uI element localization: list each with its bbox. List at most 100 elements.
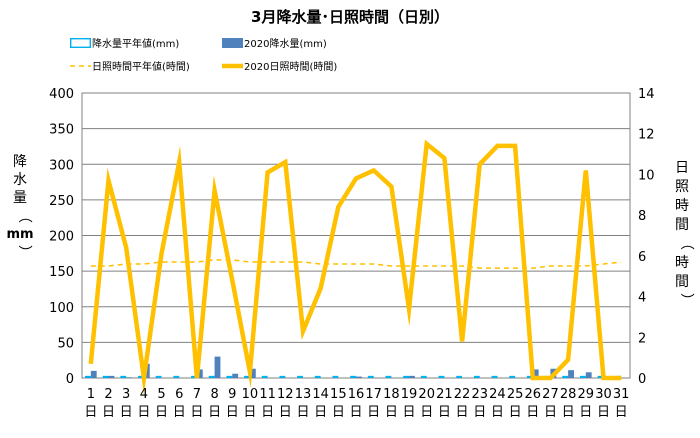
axis-title-char: 間: [675, 217, 689, 233]
right-tick-label: 12: [638, 128, 655, 143]
bar-normal-precip: [438, 375, 445, 378]
left-tick-label: 150: [49, 265, 74, 280]
x-tick-suffix: 日: [226, 405, 239, 420]
left-tick-label: 350: [49, 123, 74, 138]
left-tick-label: 100: [49, 301, 74, 316]
legend-label: 日照時間平年値(時間): [92, 60, 190, 73]
axis-title-char: ）: [678, 293, 694, 307]
x-tick-label: 18: [383, 387, 400, 402]
x-tick-label: 22: [454, 387, 471, 402]
left-tick-label: 300: [49, 158, 74, 173]
right-tick-label: 14: [638, 87, 655, 102]
bar-normal-precip: [226, 375, 233, 378]
bar-normal-precip: [85, 375, 91, 378]
x-tick-suffix: 日: [314, 405, 327, 420]
x-tick-suffix: 日: [562, 405, 575, 420]
bar-2020-precip: [196, 369, 203, 378]
x-tick-label: 11: [259, 387, 276, 402]
axis-title-char: 日: [675, 160, 689, 176]
x-tick-label: 10: [242, 387, 259, 402]
x-tick-suffix: 日: [403, 405, 416, 420]
x-tick-suffix: 日: [491, 405, 504, 420]
x-tick-suffix: 日: [137, 405, 150, 420]
bar-2020-precip: [568, 370, 574, 378]
x-tick-suffix: 日: [261, 405, 274, 420]
bar-normal-precip: [579, 375, 586, 378]
legend-swatch: [69, 38, 91, 49]
left-axis-title: 降水量 （ mm ）: [6, 154, 33, 259]
x-tick-label: 30: [595, 387, 612, 402]
x-tick-suffix: 日: [332, 405, 345, 420]
bar-normal-precip: [562, 375, 569, 378]
x-tick-suffix: 日: [120, 405, 133, 420]
x-tick-label: 1: [87, 387, 95, 402]
bar-normal-precip: [102, 375, 109, 378]
x-tick-label: 24: [489, 387, 506, 402]
bar-normal-precip: [314, 375, 321, 378]
axis-title-char: 量: [13, 190, 27, 206]
x-tick-label: 15: [330, 387, 347, 402]
bar-2020-precip: [90, 370, 97, 378]
right-tick-label: 6: [638, 250, 646, 265]
axis-title-char: mm: [6, 227, 33, 242]
bar-normal-precip: [403, 375, 410, 378]
bar-normal-precip: [297, 375, 303, 378]
x-tick-suffix: 日: [597, 405, 610, 420]
legend-label: 2020降水量(mm): [244, 37, 327, 50]
x-tick-label: 19: [401, 387, 418, 402]
left-tick-label: 50: [57, 336, 74, 351]
x-tick-suffix: 日: [367, 405, 380, 420]
bar-2020-precip: [532, 369, 539, 378]
right-axis-title: 日照時間（時間）: [675, 160, 694, 307]
x-tick-suffix: 日: [190, 405, 203, 420]
bar-normal-precip: [456, 375, 463, 378]
left-tick-label: 0: [66, 372, 74, 387]
legend-label: 2020日照時間(時間): [244, 61, 337, 73]
x-tick-label: 29: [578, 387, 595, 402]
x-tick-label: 26: [525, 387, 542, 402]
x-tick-suffix: 日: [208, 405, 221, 420]
bar-2020-precip: [249, 368, 256, 378]
chart-title: 3月降水量･日照時間（日別）: [251, 8, 449, 26]
gridlines: [81, 92, 631, 379]
x-tick-suffix: 日: [243, 405, 256, 420]
x-tick-suffix: 日: [526, 405, 539, 420]
x-tick-label: 16: [348, 387, 365, 402]
x-tick-label: 20: [418, 387, 435, 402]
bar-normal-precip: [350, 375, 357, 378]
axis-title-char: （: [16, 209, 32, 223]
x-tick-suffix: 日: [579, 405, 592, 420]
bar-2020-precip: [108, 375, 115, 378]
bar-normal-precip: [261, 375, 268, 378]
left-axis-ticks: 0 50 100 150 200 250 300 350 400: [49, 87, 74, 387]
x-tick-label: 2: [104, 387, 112, 402]
x-tick-suffix: 日: [279, 405, 292, 420]
x-tick-label: 14: [312, 387, 329, 402]
left-tick-label: 200: [49, 230, 74, 245]
axis-title-char: 時: [675, 255, 689, 271]
bar-2020-precip: [356, 376, 362, 378]
bar-normal-precip: [473, 375, 480, 378]
bar-normal-precip: [208, 375, 215, 378]
axis-title-char: 水: [13, 172, 27, 188]
x-tick-suffix: 日: [385, 405, 398, 420]
x-tick-suffix: 日: [102, 405, 115, 420]
bar-normal-precip: [279, 375, 286, 378]
right-tick-label: 2: [638, 331, 646, 346]
right-tick-label: 0: [638, 372, 646, 387]
x-tick-suffix: 日: [438, 405, 451, 420]
x-tick-suffix: 日: [456, 405, 469, 420]
x-tick-label: 13: [295, 387, 312, 402]
bar-normal-precip: [509, 375, 516, 378]
left-tick-label: 400: [49, 87, 74, 102]
legend-swatch: [222, 38, 243, 48]
x-tick-suffix: 日: [615, 405, 628, 420]
right-tick-label: 4: [638, 291, 646, 306]
axis-title-char: 照: [675, 179, 689, 195]
x-tick-suffix: 日: [349, 405, 362, 420]
x-tick-label: 17: [365, 387, 382, 402]
bar-2020-precip: [214, 356, 221, 378]
x-tick-label: 9: [228, 387, 236, 402]
x-tick-label: 27: [542, 387, 559, 402]
